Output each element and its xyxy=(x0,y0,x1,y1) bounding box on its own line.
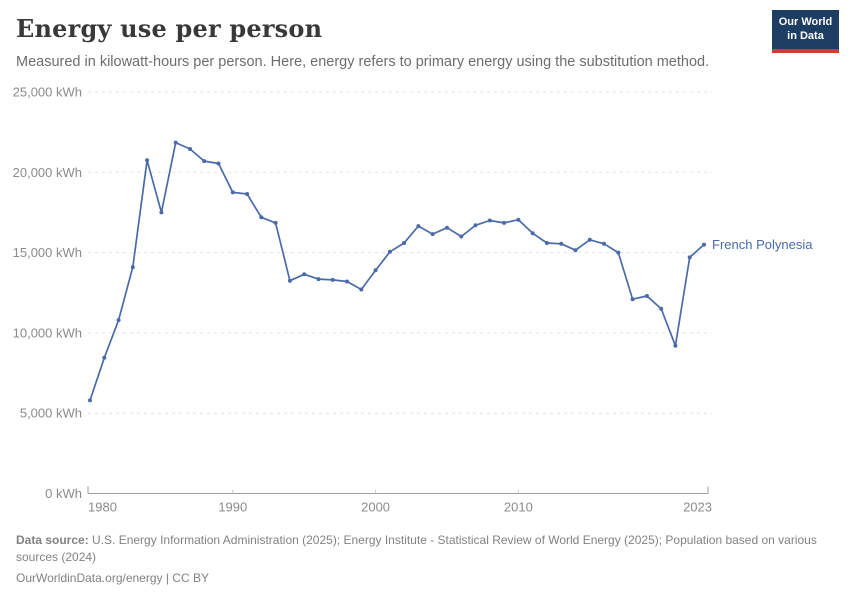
data-point[interactable] xyxy=(702,242,706,247)
data-point[interactable] xyxy=(359,287,364,292)
y-tick-label: 10,000 kWh xyxy=(13,325,82,340)
data-point[interactable] xyxy=(559,241,564,246)
data-point[interactable] xyxy=(673,343,678,348)
data-source-line: Data source: U.S. Energy Information Adm… xyxy=(16,532,818,566)
page-title: Energy use per person xyxy=(16,14,323,43)
data-point[interactable] xyxy=(245,192,250,196)
data-point[interactable] xyxy=(602,241,606,246)
data-point[interactable] xyxy=(630,297,635,302)
x-tick-label: 1990 xyxy=(218,500,247,515)
data-point[interactable] xyxy=(687,255,692,260)
data-source-label: Data source: xyxy=(16,533,89,547)
owid-logo[interactable]: Our World in Data xyxy=(772,10,839,53)
y-tick-label: 15,000 kWh xyxy=(13,245,82,260)
chart-footer: Data source: U.S. Energy Information Adm… xyxy=(16,532,818,587)
data-point[interactable] xyxy=(159,210,164,215)
data-point[interactable] xyxy=(416,224,421,229)
data-point[interactable] xyxy=(345,279,349,284)
data-point[interactable] xyxy=(373,268,378,273)
data-point[interactable] xyxy=(259,215,264,220)
x-tick-label: 2000 xyxy=(361,500,390,515)
series-label[interactable]: French Polynesia xyxy=(712,237,813,252)
data-point[interactable] xyxy=(188,147,192,151)
x-tick-label: 1980 xyxy=(88,500,117,515)
data-point[interactable] xyxy=(459,234,464,239)
data-point[interactable] xyxy=(316,277,321,282)
data-point[interactable] xyxy=(145,158,150,163)
line-chart: 0 kWh 5,000 kWh 10,000 kWh 15,000 kWh 20,000… xyxy=(0,78,850,528)
y-tick-label: 20,000 kWh xyxy=(13,165,82,180)
data-point[interactable] xyxy=(430,232,435,237)
data-point[interactable] xyxy=(330,277,335,282)
data-point[interactable] xyxy=(659,306,664,311)
data-point[interactable] xyxy=(445,225,449,230)
data-point[interactable] xyxy=(287,278,292,283)
data-point[interactable] xyxy=(302,272,307,277)
data-point[interactable] xyxy=(116,318,121,323)
data-point[interactable] xyxy=(273,220,278,225)
chart-svg: 0 kWh 5,000 kWh 10,000 kWh 15,000 kWh 20,000… xyxy=(13,85,814,515)
data-point[interactable] xyxy=(487,218,492,223)
data-point[interactable] xyxy=(530,231,535,236)
data-point[interactable] xyxy=(216,161,221,166)
data-point[interactable] xyxy=(173,140,178,145)
data-point[interactable] xyxy=(573,248,578,253)
page-subtitle: Measured in kilowatt-hours per person. H… xyxy=(16,54,710,70)
data-point[interactable] xyxy=(473,223,478,228)
license-link[interactable]: OurWorldinData.org/energy | CC BY xyxy=(16,571,209,585)
x-tick-label: 2023 xyxy=(683,500,712,515)
data-point[interactable] xyxy=(102,355,107,360)
data-point[interactable] xyxy=(616,250,621,255)
x-tick-label: 2010 xyxy=(504,500,533,515)
y-tick-label: 25,000 kWh xyxy=(13,85,82,100)
y-tick-label: 5,000 kWh xyxy=(20,406,82,421)
data-point[interactable] xyxy=(130,265,135,270)
data-point[interactable] xyxy=(88,398,92,403)
data-point[interactable] xyxy=(587,237,592,242)
owid-logo-line2: in Data xyxy=(787,29,824,42)
y-tick-label: 0 kWh xyxy=(45,486,82,501)
data-point[interactable] xyxy=(544,241,549,245)
series-line[interactable] xyxy=(89,141,705,402)
data-point[interactable] xyxy=(644,294,649,298)
data-point[interactable] xyxy=(516,217,521,222)
data-point[interactable] xyxy=(502,220,507,225)
data-point[interactable] xyxy=(202,159,207,164)
data-point[interactable] xyxy=(230,190,235,195)
owid-logo-line1: Our World xyxy=(778,16,833,28)
data-point[interactable] xyxy=(402,241,407,245)
data-source-text: U.S. Energy Information Administration (… xyxy=(16,533,817,564)
data-point[interactable] xyxy=(387,249,392,254)
